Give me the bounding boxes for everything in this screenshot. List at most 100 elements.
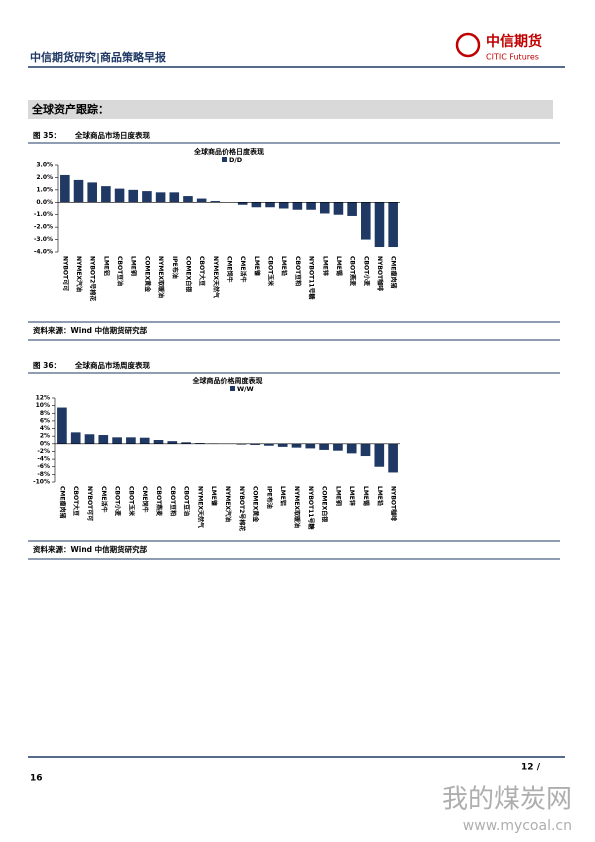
x-tick-label: LME铅 <box>376 486 384 506</box>
watermark-text: 我的煤炭网 <box>442 785 572 815</box>
x-tick-label: IPE布油 <box>265 486 273 509</box>
bar <box>196 198 207 203</box>
logo-icon <box>455 32 481 58</box>
y-tick-label: 1.0% <box>36 186 53 193</box>
bar <box>347 202 357 216</box>
bar <box>60 174 70 203</box>
y-tick-label: 10% <box>36 402 50 409</box>
x-tick-label: CBOT豆粕 <box>294 256 302 286</box>
x-tick-label: LME铝 <box>279 486 287 506</box>
x-tick-label: NYMEX天然气 <box>196 486 204 528</box>
bar <box>128 189 139 203</box>
y-tick-label: -2% <box>37 448 50 455</box>
x-tick-label: NYMEX汽油 <box>75 256 83 292</box>
header-title: 中信期货研究|商品策略早报 <box>30 50 167 64</box>
x-tick-label: CBOT豆油 <box>183 486 191 516</box>
x-tick-label: CBOT大豆 <box>72 486 80 516</box>
x-tick-label: NYBOT可可 <box>61 256 68 291</box>
x-tick-label: CME活牛 <box>239 256 247 282</box>
bar <box>139 437 150 444</box>
bar <box>277 443 288 447</box>
x-tick-label: CBOT燕麦 <box>349 256 357 287</box>
x-tick-label: CME饲牛 <box>226 256 234 282</box>
bar <box>169 192 180 203</box>
bar <box>360 443 371 457</box>
y-tick-label: -3.0% <box>34 236 53 243</box>
bar <box>84 434 95 444</box>
x-tick-label: NYBOT咖啡 <box>390 486 398 521</box>
x-tick-label: NYBOT咖啡 <box>376 256 384 291</box>
bar <box>87 182 97 203</box>
bar <box>250 443 260 445</box>
bar <box>319 202 330 214</box>
bar <box>195 443 205 444</box>
legend-label: W/W <box>237 385 254 393</box>
bar <box>374 202 385 248</box>
x-tick-label: COMEX黄金 <box>143 256 151 293</box>
x-tick-label: CME瘦肉猪 <box>58 486 66 518</box>
x-tick-label: LME铜 <box>130 256 138 276</box>
figure-label: 图 36： <box>33 361 61 370</box>
x-tick-label: NYBOT2号棉花 <box>89 256 97 301</box>
x-tick-label: NYMEX汽油 <box>224 486 232 522</box>
y-tick-label: -4.0% <box>34 249 53 256</box>
y-tick-label: 8% <box>40 410 50 417</box>
page-of: 12 / <box>521 763 541 773</box>
x-tick-label: CBOT豆油 <box>116 256 124 286</box>
bar <box>237 202 248 205</box>
bar <box>98 435 109 444</box>
bar <box>251 202 262 208</box>
bar <box>236 443 247 445</box>
bar <box>346 443 357 454</box>
y-tick-label: -4% <box>37 456 50 463</box>
bar <box>114 188 125 203</box>
section-bar <box>28 100 553 119</box>
x-tick-label: LME锌 <box>321 256 329 276</box>
bar <box>101 186 111 203</box>
chart-title: 全球商品价格日度表现 <box>193 147 264 156</box>
legend-swatch <box>230 386 235 391</box>
y-tick-label: -2.0% <box>34 224 53 231</box>
x-tick-label: LME锡 <box>362 486 370 506</box>
x-tick-label: NYBOT2号棉花 <box>238 486 246 531</box>
bar <box>305 443 316 449</box>
chart-title: 全球商品价格周度表现 <box>192 376 263 385</box>
source: 资料来源：Wind 中信期货研究部 <box>33 544 148 554</box>
bar <box>210 201 221 203</box>
logo-name: 中信期货 <box>486 33 542 50</box>
page-number: 16 <box>30 774 43 784</box>
bar <box>181 442 191 444</box>
x-tick-label: LME锌 <box>348 486 356 506</box>
bar <box>142 191 152 203</box>
x-tick-label: CBOT玉米 <box>127 486 135 516</box>
x-tick-label: CBOT大豆 <box>198 256 206 286</box>
y-tick-label: -8% <box>37 471 50 478</box>
x-tick-label: NYMEX取暖油 <box>157 256 165 298</box>
watermark-url: www.mycoal.cn <box>463 818 572 834</box>
y-tick-label: 12% <box>36 395 50 402</box>
y-tick-label: 2.0% <box>36 174 53 181</box>
bar <box>374 443 385 467</box>
bar <box>167 441 178 444</box>
x-tick-label: LME锡 <box>335 256 343 276</box>
bar <box>70 432 81 444</box>
legend-label: D/D <box>229 156 243 164</box>
figure-label: 图 35： <box>33 131 61 140</box>
x-tick-label: COMEX黄金 <box>252 486 260 523</box>
bar <box>333 202 344 215</box>
bar <box>57 407 67 444</box>
bar <box>292 202 303 210</box>
y-tick-label: 3.0% <box>36 162 53 169</box>
x-tick-label: LME铝 <box>102 256 110 276</box>
x-tick-label: CME瘦肉猪 <box>390 256 398 288</box>
x-tick-label: NYBOT11号糖 <box>308 256 316 299</box>
bar <box>264 443 274 446</box>
x-tick-label: IPE布油 <box>171 256 179 279</box>
x-tick-label: COMEX白银 <box>321 486 329 522</box>
figure-caption: 全球商品市场周度表现 <box>74 360 150 370</box>
x-tick-label: NYBOT可可 <box>86 486 93 521</box>
x-tick-label: CBOT小麦 <box>114 486 122 517</box>
section-title: 全球资产跟踪： <box>31 102 109 116</box>
bar <box>388 202 398 248</box>
